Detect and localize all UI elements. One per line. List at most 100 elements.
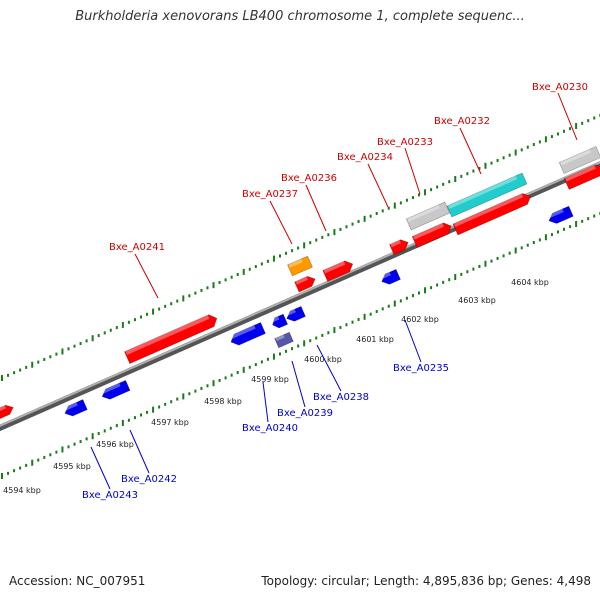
reverse-scale-tick [399, 299, 402, 303]
reverse-scale-tick [133, 416, 136, 420]
label-bxe-a0236[interactable]: Bxe_A0236 [281, 173, 337, 184]
reverse-scale-tick [472, 267, 475, 271]
forward-scale-tick [430, 188, 433, 192]
label-bxe-a0238[interactable]: Bxe_A0238 [313, 392, 369, 403]
reverse-scale-tick [97, 432, 100, 436]
reverse-scale-tick [460, 272, 463, 276]
reverse-scale-tick [285, 349, 288, 353]
reverse-scale-tick [121, 419, 124, 426]
forward-scale-tick [7, 373, 10, 377]
forward-scale-tick [502, 156, 505, 160]
label-bxe-a0235-leader [404, 319, 422, 363]
reverse-scale-tick [230, 373, 233, 377]
label-bxe-a0235[interactable]: Bxe_A0235 [393, 363, 449, 374]
reverse-scale-tick [327, 331, 330, 335]
kbp-scale-label: 4596 kbp [96, 440, 134, 449]
reverse-scale-tick [79, 440, 82, 444]
reverse-scale-tick [242, 366, 245, 373]
reverse-scale-tick [345, 323, 348, 327]
label-bxe-a0240[interactable]: Bxe_A0240 [242, 423, 298, 434]
label-bxe-a0232[interactable]: Bxe_A0232 [434, 116, 490, 127]
gene-bxe-a0238[interactable] [285, 305, 306, 323]
gene-bxe-a0239[interactable] [270, 313, 289, 330]
forward-scale-tick [91, 335, 94, 342]
forward-scale-tick [158, 307, 161, 311]
kbp-scale-label: 4600 kbp [304, 355, 342, 364]
reverse-scale-tick [266, 357, 269, 361]
forward-scale-tick [170, 302, 173, 306]
reverse-scale-tick [514, 247, 517, 254]
reverse-scale-tick [37, 458, 40, 462]
label-bxe-a0238-leader [316, 344, 342, 392]
gene-forward[interactable] [294, 274, 318, 293]
forward-scale-tick [230, 275, 233, 279]
reverse-scale-tick [25, 463, 28, 467]
forward-scale-tick [411, 196, 414, 200]
reverse-scale-tick [532, 241, 535, 245]
label-bxe-a0237-leader [269, 200, 293, 245]
gene-bxe-a0237[interactable] [287, 255, 313, 277]
label-bxe-a0239[interactable]: Bxe_A0239 [277, 408, 333, 419]
gene-pseudo[interactable] [405, 201, 451, 231]
gene-bxe-a0240[interactable] [229, 322, 266, 347]
label-bxe-a0242[interactable]: Bxe_A0242 [121, 474, 177, 485]
forward-scale-tick [496, 158, 499, 162]
forward-scale-tick [484, 162, 487, 169]
forward-scale-tick [333, 229, 336, 236]
label-bxe-a0237[interactable]: Bxe_A0237 [242, 189, 298, 200]
reverse-scale-tick [405, 296, 408, 300]
forward-scale-tick [55, 352, 58, 356]
reverse-scale-tick [278, 352, 281, 356]
forward-scale-tick [285, 251, 288, 255]
label-bxe-a0243[interactable]: Bxe_A0243 [82, 490, 138, 501]
forward-scale-tick [532, 143, 535, 147]
forward-scale-tick [387, 206, 390, 210]
reverse-scale-tick [43, 455, 46, 459]
gene-bxe-a0230[interactable] [563, 162, 600, 190]
reverse-scale-tick [424, 287, 427, 294]
label-bxe-a0230[interactable]: Bxe_A0230 [532, 82, 588, 93]
reverse-scale-tick [194, 389, 197, 393]
forward-scale-tick [194, 291, 197, 295]
gene-bxe-a0241[interactable] [124, 312, 220, 365]
gene-reverse[interactable] [547, 205, 574, 226]
forward-scale-tick [327, 233, 330, 237]
reverse-scale-tick [363, 313, 366, 320]
reverse-scale-tick [61, 446, 64, 453]
gene-forward[interactable] [0, 403, 15, 420]
forward-scale-tick [242, 268, 245, 275]
gene-rna[interactable] [446, 172, 528, 218]
forward-scale-tick [146, 312, 149, 316]
gene-bxe-a0234[interactable] [389, 237, 411, 256]
forward-scale-tick [393, 202, 396, 209]
reverse-scale-tick [442, 280, 445, 284]
reverse-scale-tick [448, 278, 451, 282]
gene-bxe-a0242[interactable] [100, 379, 131, 401]
label-bxe-a0234[interactable]: Bxe_A0234 [337, 152, 393, 163]
forward-scale-tick [460, 174, 463, 178]
gene-bxe-a0243[interactable] [63, 399, 88, 419]
forward-scale-tick [351, 222, 354, 226]
reverse-scale-tick [206, 384, 209, 388]
gene-bxe-a0233[interactable] [411, 220, 453, 248]
label-bxe-a0233[interactable]: Bxe_A0233 [377, 137, 433, 148]
forward-scale-tick [448, 180, 451, 184]
forward-scale-tick [109, 328, 112, 332]
gene-bxe-a0235[interactable] [380, 268, 401, 286]
gene-bxe-a0236[interactable] [322, 258, 355, 282]
reverse-scale-tick [248, 365, 251, 369]
reverse-scale-tick [321, 333, 324, 337]
gene-bxe-a0232[interactable] [452, 191, 533, 236]
forward-scale-tick [357, 219, 360, 223]
label-bxe-a0241[interactable]: Bxe_A0241 [109, 242, 165, 253]
gene-reverse-other[interactable] [274, 331, 294, 349]
reverse-scale-tick [49, 453, 52, 457]
forward-scale-tick [478, 166, 481, 170]
forward-scale-tick [563, 129, 566, 133]
reverse-scale-tick [297, 344, 300, 348]
forward-scale-tick [405, 198, 408, 202]
kbp-scale-label: 4598 kbp [204, 397, 242, 406]
reverse-scale-tick [411, 294, 414, 298]
forward-scale-tick [272, 255, 275, 262]
gene-pseudo[interactable] [558, 146, 600, 174]
